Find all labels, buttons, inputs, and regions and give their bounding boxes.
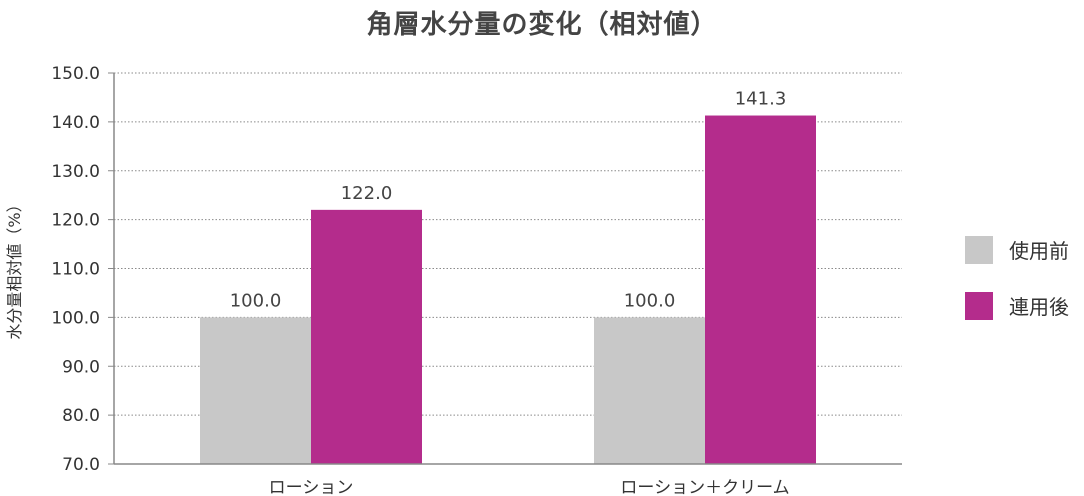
y-tick-label: 90.0 bbox=[62, 357, 100, 377]
bar-0-1 bbox=[311, 209, 422, 464]
y-axis-label: 水分量相対値（%） bbox=[5, 196, 24, 339]
y-tick-label: 120.0 bbox=[51, 211, 100, 231]
y-tick-label: 130.0 bbox=[51, 162, 100, 182]
data-labels: 100.0 122.0 100.0 141.3 bbox=[230, 89, 787, 312]
legend-label: 使用前 bbox=[1009, 239, 1069, 263]
y-tick-label: 110.0 bbox=[51, 260, 100, 280]
bars bbox=[200, 115, 816, 465]
bar-1-1 bbox=[705, 115, 816, 465]
legend-swatch bbox=[965, 292, 993, 320]
y-tick-label: 150.0 bbox=[51, 64, 100, 84]
legend-label: 連用後 bbox=[1009, 295, 1069, 319]
data-label: 122.0 bbox=[341, 183, 393, 204]
x-axis-categories: ローション ローション＋クリーム bbox=[269, 478, 790, 496]
y-tick-label: 70.0 bbox=[62, 455, 100, 475]
chart-title: 角層水分量の変化（相対値） bbox=[366, 10, 718, 40]
bar-0-0 bbox=[200, 317, 311, 464]
y-tick-label: 140.0 bbox=[51, 113, 100, 133]
x-category-label: ローション bbox=[269, 478, 354, 496]
x-category-label: ローション＋クリーム bbox=[620, 478, 789, 496]
legend-swatch bbox=[965, 236, 993, 264]
y-tick-label: 100.0 bbox=[51, 308, 100, 328]
data-label: 100.0 bbox=[230, 290, 282, 311]
y-tick-label: 80.0 bbox=[62, 406, 100, 426]
y-axis-ticks: 70.0 80.0 90.0 100.0 110.0 120.0 130.0 140.0 150… bbox=[51, 64, 114, 475]
bar-1-0 bbox=[594, 317, 705, 464]
data-label: 100.0 bbox=[624, 290, 676, 311]
data-label: 141.3 bbox=[735, 89, 787, 110]
